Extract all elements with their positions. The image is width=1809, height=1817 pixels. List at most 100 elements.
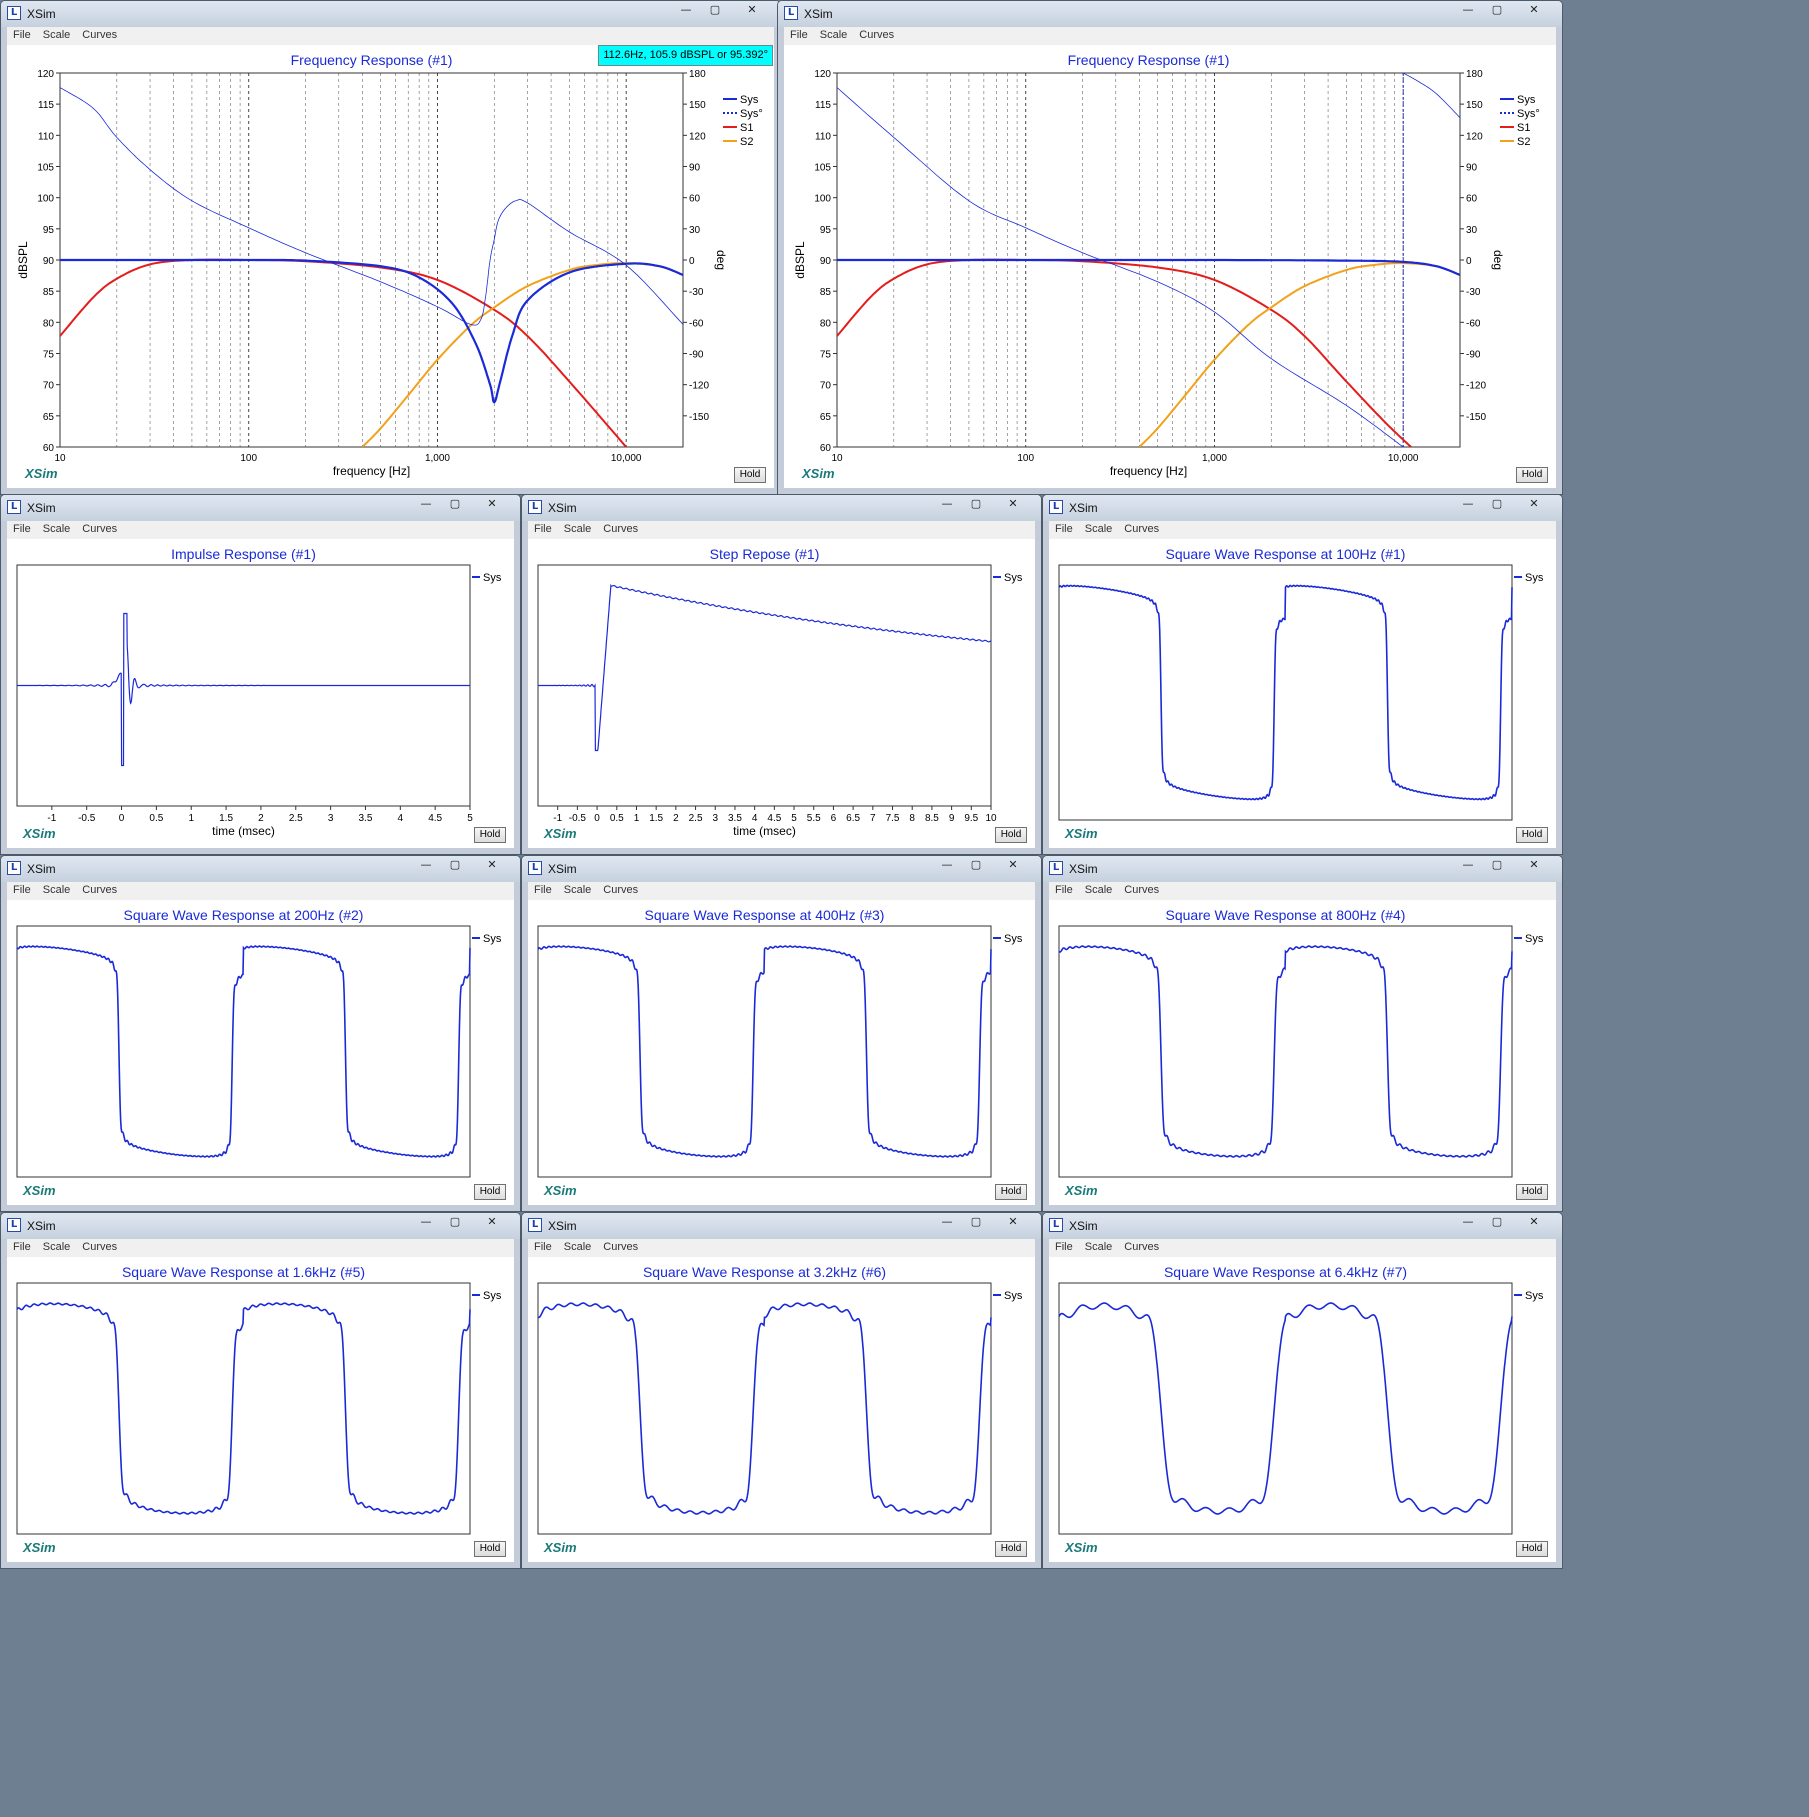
title-bar[interactable]: L XSim — ▢ ✕ <box>1043 495 1562 521</box>
hold-button[interactable]: Hold <box>1516 1184 1548 1200</box>
menu-curves[interactable]: Curves <box>603 1241 639 1253</box>
minimize-icon[interactable]: — <box>420 497 432 510</box>
window-frequency-response-right[interactable]: L XSim — ▢ ✕ File Scale Curves Frequency Respons… <box>777 0 1563 495</box>
waveform-chart[interactable]: Square Wave Response at 800Hz (#4) Sys XSi… <box>1049 900 1556 1205</box>
hold-button[interactable]: Hold <box>1516 467 1548 483</box>
close-icon[interactable]: ✕ <box>1529 497 1539 510</box>
title-bar[interactable]: L XSim — ▢ ✕ <box>1 856 520 882</box>
menu-scale[interactable]: Scale <box>1084 884 1113 896</box>
hold-button[interactable]: Hold <box>734 467 766 483</box>
menu-curves[interactable]: Curves <box>82 1241 118 1253</box>
window-square-100hz[interactable]: L XSim — ▢ ✕ File Scale Curves Square Wave Respo… <box>1042 494 1563 855</box>
maximize-icon[interactable]: ▢ <box>970 858 982 871</box>
menu-file[interactable]: File <box>534 1241 552 1253</box>
window-square-1-6khz[interactable]: L XSim — ▢ ✕ File Scale Curves Square Wave Respo… <box>0 1212 521 1569</box>
menu-file[interactable]: File <box>1055 523 1073 535</box>
window-square-3-2khz[interactable]: L XSim — ▢ ✕ File Scale Curves Square Wave Respo… <box>521 1212 1042 1569</box>
close-icon[interactable]: ✕ <box>487 497 497 510</box>
close-icon[interactable]: ✕ <box>487 858 497 871</box>
window-square-400hz[interactable]: L XSim — ▢ ✕ File Scale Curves Square Wave Respo… <box>521 855 1042 1212</box>
frequency-response-chart[interactable]: Frequency Response (#1) 60 65 70 75 80 85 90 95 1… <box>784 45 1556 488</box>
menu-file[interactable]: File <box>13 884 31 896</box>
menu-scale[interactable]: Scale <box>42 523 71 535</box>
title-bar[interactable]: L XSim — ▢ ✕ <box>522 495 1041 521</box>
hold-button[interactable]: Hold <box>474 1541 506 1557</box>
menu-curves[interactable]: Curves <box>82 523 118 535</box>
close-icon[interactable]: ✕ <box>1008 858 1018 871</box>
frequency-response-chart[interactable]: Frequency Response (#1) 60 65 70 75 80 85 90 95 1… <box>7 45 774 488</box>
title-bar[interactable]: L XSim — ▢ ✕ <box>522 856 1041 882</box>
maximize-icon[interactable]: ▢ <box>449 858 461 871</box>
minimize-icon[interactable]: — <box>1462 3 1474 16</box>
maximize-icon[interactable]: ▢ <box>1491 1215 1503 1228</box>
hold-button[interactable]: Hold <box>995 1184 1027 1200</box>
menu-curves[interactable]: Curves <box>859 29 895 41</box>
menu-scale[interactable]: Scale <box>819 29 848 41</box>
minimize-icon[interactable]: — <box>1462 1215 1474 1228</box>
menu-scale[interactable]: Scale <box>563 1241 592 1253</box>
maximize-icon[interactable]: ▢ <box>1491 3 1503 16</box>
menu-file[interactable]: File <box>790 29 808 41</box>
minimize-icon[interactable]: — <box>1462 497 1474 510</box>
close-icon[interactable]: ✕ <box>487 1215 497 1228</box>
menu-scale[interactable]: Scale <box>42 29 71 41</box>
minimize-icon[interactable]: — <box>420 858 432 871</box>
close-icon[interactable]: ✕ <box>1529 858 1539 871</box>
maximize-icon[interactable]: ▢ <box>709 3 721 16</box>
minimize-icon[interactable]: — <box>941 858 953 871</box>
menu-curves[interactable]: Curves <box>603 884 639 896</box>
waveform-chart[interactable]: Square Wave Response at 400Hz (#3) Sys XSi… <box>528 900 1035 1205</box>
menu-curves[interactable]: Curves <box>1124 1241 1160 1253</box>
hold-button[interactable]: Hold <box>1516 827 1548 843</box>
menu-curves[interactable]: Curves <box>603 523 639 535</box>
menu-file[interactable]: File <box>1055 884 1073 896</box>
title-bar[interactable]: L XSim — ▢ ✕ <box>778 1 1562 27</box>
close-icon[interactable]: ✕ <box>1008 497 1018 510</box>
waveform-chart[interactable]: Impulse Response (#1) Sys XSim -1 -0.5 0 0.5 1 1… <box>7 539 514 848</box>
hold-button[interactable]: Hold <box>474 1184 506 1200</box>
minimize-icon[interactable]: — <box>420 1215 432 1228</box>
window-square-6-4khz[interactable]: L XSim — ▢ ✕ File Scale Curves Square Wave Respo… <box>1042 1212 1563 1569</box>
window-impulse-response[interactable]: L XSim — ▢ ✕ File Scale Curves Impulse Response … <box>0 494 521 855</box>
menu-scale[interactable]: Scale <box>42 1241 71 1253</box>
waveform-chart[interactable]: Square Wave Response at 1.6kHz (#5) Sys XS… <box>7 1257 514 1562</box>
menu-file[interactable]: File <box>13 523 31 535</box>
minimize-icon[interactable]: — <box>941 497 953 510</box>
waveform-chart[interactable]: Step Repose (#1) Sys XSim -1 -0.5 0 0.5 1 1.5 2 2.… <box>528 539 1035 848</box>
menu-curves[interactable]: Curves <box>1124 523 1160 535</box>
maximize-icon[interactable]: ▢ <box>970 497 982 510</box>
title-bar[interactable]: L XSim — ▢ ✕ <box>522 1213 1041 1239</box>
menu-file[interactable]: File <box>13 1241 31 1253</box>
window-frequency-response-left[interactable]: L XSim — ▢ ✕ File Scale Curves Frequency Respons… <box>0 0 781 495</box>
close-icon[interactable]: ✕ <box>747 3 757 16</box>
hold-button[interactable]: Hold <box>474 827 506 843</box>
hold-button[interactable]: Hold <box>1516 1541 1548 1557</box>
menu-scale[interactable]: Scale <box>563 523 592 535</box>
maximize-icon[interactable]: ▢ <box>449 497 461 510</box>
menu-scale[interactable]: Scale <box>1084 523 1113 535</box>
window-square-200hz[interactable]: L XSim — ▢ ✕ File Scale Curves Square Wave Respo… <box>0 855 521 1212</box>
minimize-icon[interactable]: — <box>1462 858 1474 871</box>
title-bar[interactable]: L XSim — ▢ ✕ <box>1043 856 1562 882</box>
menu-scale[interactable]: Scale <box>563 884 592 896</box>
title-bar[interactable]: L XSim — ▢ ✕ <box>1043 1213 1562 1239</box>
close-icon[interactable]: ✕ <box>1529 1215 1539 1228</box>
window-step-response[interactable]: L XSim — ▢ ✕ File Scale Curves Step Repose (#1) S… <box>521 494 1042 855</box>
menu-scale[interactable]: Scale <box>1084 1241 1113 1253</box>
menu-scale[interactable]: Scale <box>42 884 71 896</box>
title-bar[interactable]: L XSim — ▢ ✕ <box>1 1213 520 1239</box>
minimize-icon[interactable]: — <box>680 3 692 16</box>
waveform-chart[interactable]: Square Wave Response at 100Hz (#1) Sys XSi… <box>1049 539 1556 848</box>
menu-file[interactable]: File <box>534 523 552 535</box>
waveform-chart[interactable]: Square Wave Response at 200Hz (#2) Sys XSi… <box>7 900 514 1205</box>
window-square-800hz[interactable]: L XSim — ▢ ✕ File Scale Curves Square Wave Respo… <box>1042 855 1563 1212</box>
menu-curves[interactable]: Curves <box>82 29 118 41</box>
title-bar[interactable]: L XSim — ▢ ✕ <box>1 495 520 521</box>
title-bar[interactable]: L XSim — ▢ ✕ <box>1 1 780 27</box>
minimize-icon[interactable]: — <box>941 1215 953 1228</box>
close-icon[interactable]: ✕ <box>1529 3 1539 16</box>
menu-file[interactable]: File <box>13 29 31 41</box>
hold-button[interactable]: Hold <box>995 827 1027 843</box>
maximize-icon[interactable]: ▢ <box>970 1215 982 1228</box>
maximize-icon[interactable]: ▢ <box>1491 497 1503 510</box>
